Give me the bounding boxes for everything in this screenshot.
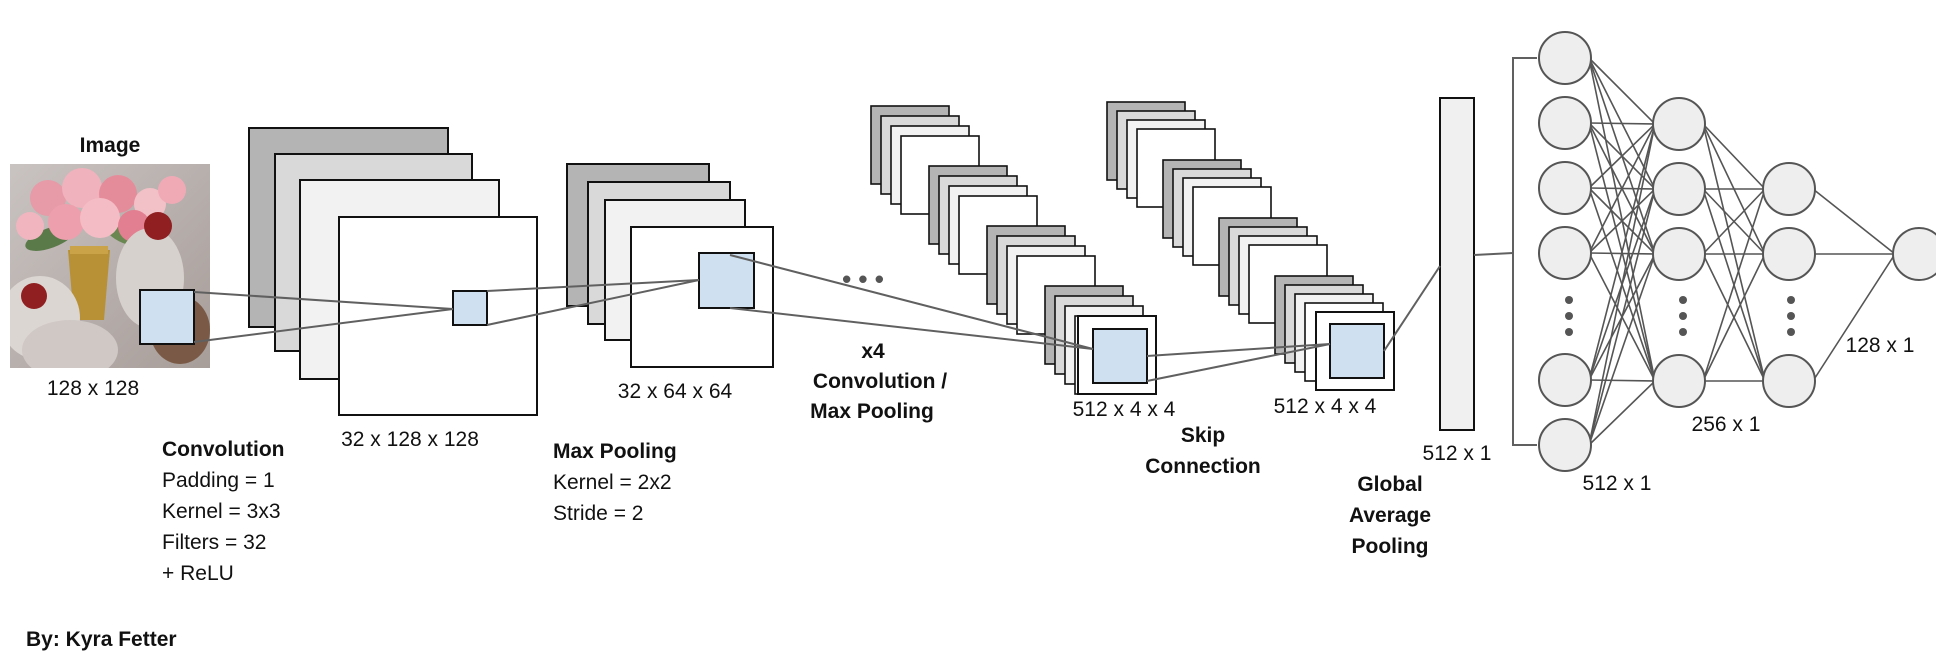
neuron-node	[1762, 162, 1816, 216]
fc-connection	[1588, 379, 1656, 382]
fc-connection	[1702, 123, 1766, 382]
ellipsis-dot	[1787, 328, 1795, 336]
maxpool-title: Max Pooling	[553, 440, 677, 463]
credit-label: By: Kyra Fetter	[26, 628, 177, 651]
block2-kernel-window	[1329, 323, 1385, 379]
maxpool-param: Stride = 2	[553, 502, 643, 525]
maxpool-param: Kernel = 2x2	[553, 471, 672, 494]
neuron-node	[1652, 354, 1706, 408]
conv-kernel-window	[452, 290, 488, 326]
repeat-count: x4	[861, 340, 885, 363]
fc-layer2-label: 256 x 1	[1692, 413, 1761, 436]
gap-label-line3: Pooling	[1352, 535, 1429, 558]
maxpool-output-label: 32 x 64 x 64	[618, 380, 733, 403]
conv-output-label: 32 x 128 x 128	[341, 428, 479, 451]
gap-vector-label: 512 x 1	[1423, 442, 1492, 465]
input-photo	[10, 164, 210, 368]
fc-connection	[1702, 123, 1766, 190]
fc-connection	[1588, 122, 1656, 125]
neuron-node	[1538, 226, 1592, 280]
gap-vector	[1439, 97, 1475, 431]
neuron-node	[1892, 227, 1936, 281]
block1-kernel-window	[1092, 328, 1148, 384]
fc-connection	[1702, 253, 1766, 382]
repeat-label-line2: Max Pooling	[810, 400, 934, 423]
input-kernel-window	[139, 289, 195, 345]
skip-label-line2: Connection	[1145, 455, 1261, 478]
neuron-node	[1652, 227, 1706, 281]
fc-connection	[1588, 57, 1656, 382]
neuron-node	[1652, 97, 1706, 151]
neuron-node	[1652, 162, 1706, 216]
fc-connection	[1588, 188, 1656, 446]
repeat-label-line1: Convolution /	[813, 370, 947, 393]
ellipsis-dot	[1787, 312, 1795, 320]
fc-layer1-label: 512 x 1	[1583, 472, 1652, 495]
fc-connection	[1588, 188, 1656, 254]
neuron-node	[1538, 353, 1592, 407]
skip-label-line1: Skip	[1181, 424, 1225, 447]
fc-connection	[1588, 123, 1656, 446]
fc-connection	[1588, 57, 1656, 125]
fc-connection	[1588, 123, 1656, 189]
fc-connection	[1588, 123, 1656, 381]
fc-connection	[1588, 123, 1656, 254]
fc-nodes	[1538, 31, 1936, 472]
neuron-node	[1538, 161, 1592, 215]
ellipsis-dot	[1565, 296, 1573, 304]
fc-connection	[1702, 188, 1766, 382]
gap-label-line1: Global	[1357, 473, 1422, 496]
maxpool-kernel-window	[698, 252, 755, 309]
fc-connections	[1588, 57, 1896, 446]
conv-param: Filters = 32	[162, 531, 266, 554]
neuron-node	[1538, 31, 1592, 85]
conv-title: Convolution	[162, 438, 284, 461]
ellipsis-dot	[1787, 296, 1795, 304]
image-title: Image	[80, 134, 141, 157]
ellipsis-dot	[1565, 312, 1573, 320]
fc-layer3-label: 128 x 1	[1846, 334, 1915, 357]
fc-connection	[1812, 188, 1896, 255]
ellipsis-dot	[1565, 328, 1573, 336]
conv-param: + ReLU	[162, 562, 234, 585]
ellipsis-dot	[1679, 312, 1687, 320]
conv-param: Kernel = 3x3	[162, 500, 281, 523]
block1-output-label: 512 x 4 x 4	[1073, 398, 1176, 421]
fc-connection	[1812, 253, 1896, 382]
neuron-node	[1538, 96, 1592, 150]
gap-label-line2: Average	[1349, 504, 1431, 527]
conv-param: Padding = 1	[162, 469, 275, 492]
image-size-label: 128 x 128	[47, 377, 139, 400]
conv-feature-maps	[248, 127, 538, 416]
fc-connection	[1588, 253, 1656, 446]
fc-connection	[1588, 380, 1656, 446]
fc-connection	[1702, 188, 1766, 255]
neuron-node	[1762, 227, 1816, 281]
neuron-node	[1538, 418, 1592, 472]
block2-output-label: 512 x 4 x 4	[1274, 395, 1377, 418]
ellipsis-dot	[1679, 328, 1687, 336]
neuron-node	[1762, 354, 1816, 408]
fc-ellipsis-dots	[1565, 296, 1795, 336]
ellipsis-dot	[1679, 296, 1687, 304]
